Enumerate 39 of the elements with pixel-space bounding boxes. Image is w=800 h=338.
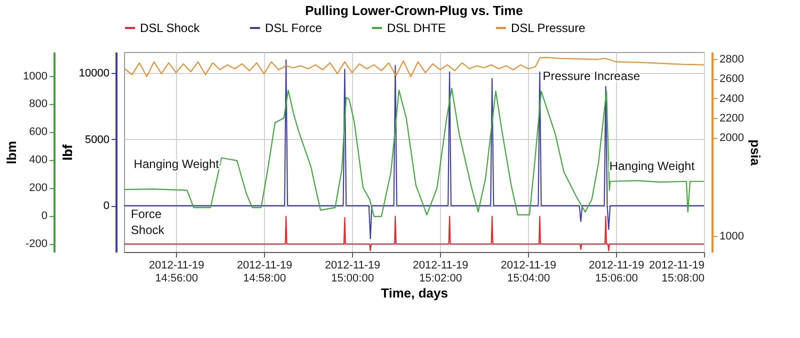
legend-label: DSL Pressure [511, 21, 586, 35]
legend-label: DSL Shock [140, 21, 201, 35]
x-tick-label: 2012-11-19 15:02:00 [412, 260, 468, 284]
y2-tick-label: 400 [29, 154, 48, 166]
y3-tick-label: 2200 [720, 112, 744, 125]
y-tick-label: 5000 [85, 134, 110, 146]
legend-label: DSL Force [265, 21, 322, 35]
chart-title: Pulling Lower-Crown-Plug vs. Time [305, 3, 523, 18]
y3-tick-label: 1000 [720, 230, 744, 243]
y2-tick-label: -200 [25, 238, 48, 250]
x-tick-label: 2012-11-19 15:08:00 [649, 260, 704, 284]
annotation: Shock [130, 223, 166, 237]
y-tick-label: 10000 [78, 68, 110, 80]
x-tick-label: 2012-11-19 15:06:00 [588, 260, 644, 284]
y-tick-label: 0 [103, 200, 110, 212]
y3-axis-title: psia [748, 139, 763, 166]
annotation: Hanging Weight [609, 159, 696, 173]
y3-tick-label: 2800 [720, 53, 744, 66]
y-axis-title: lbf [60, 144, 75, 160]
x-tick-label: 2012-11-19 14:56:00 [148, 260, 204, 284]
y3-tick-label: 2400 [720, 92, 744, 105]
annotation: Pressure Increase [542, 69, 640, 83]
y2-axis-title: lbm [4, 140, 20, 164]
y3-tick-label: 2000 [720, 132, 744, 144]
x-tick-label: 2012-11-19 15:04:00 [500, 260, 556, 284]
legend-label: DSL DHTE [387, 21, 446, 35]
x-tick-label: 2012-11-19 14:58:00 [236, 260, 292, 284]
y2-tick-label: 1000 [23, 70, 48, 82]
y3-tick-label: 2600 [720, 73, 744, 86]
y2-tick-label: 600 [29, 126, 48, 138]
x-axis-title: Time, days [381, 286, 448, 300]
line-series [124, 88, 704, 218]
y2-tick-label: 0 [41, 210, 48, 222]
y2-tick-label: 800 [29, 98, 48, 110]
y2-tick-label: 200 [29, 182, 48, 194]
x-tick-label: 2012-11-19 15:00:00 [324, 260, 380, 284]
line-series [124, 59, 704, 240]
annotation: Hanging Weight [134, 157, 220, 171]
annotation: Force [130, 207, 162, 221]
